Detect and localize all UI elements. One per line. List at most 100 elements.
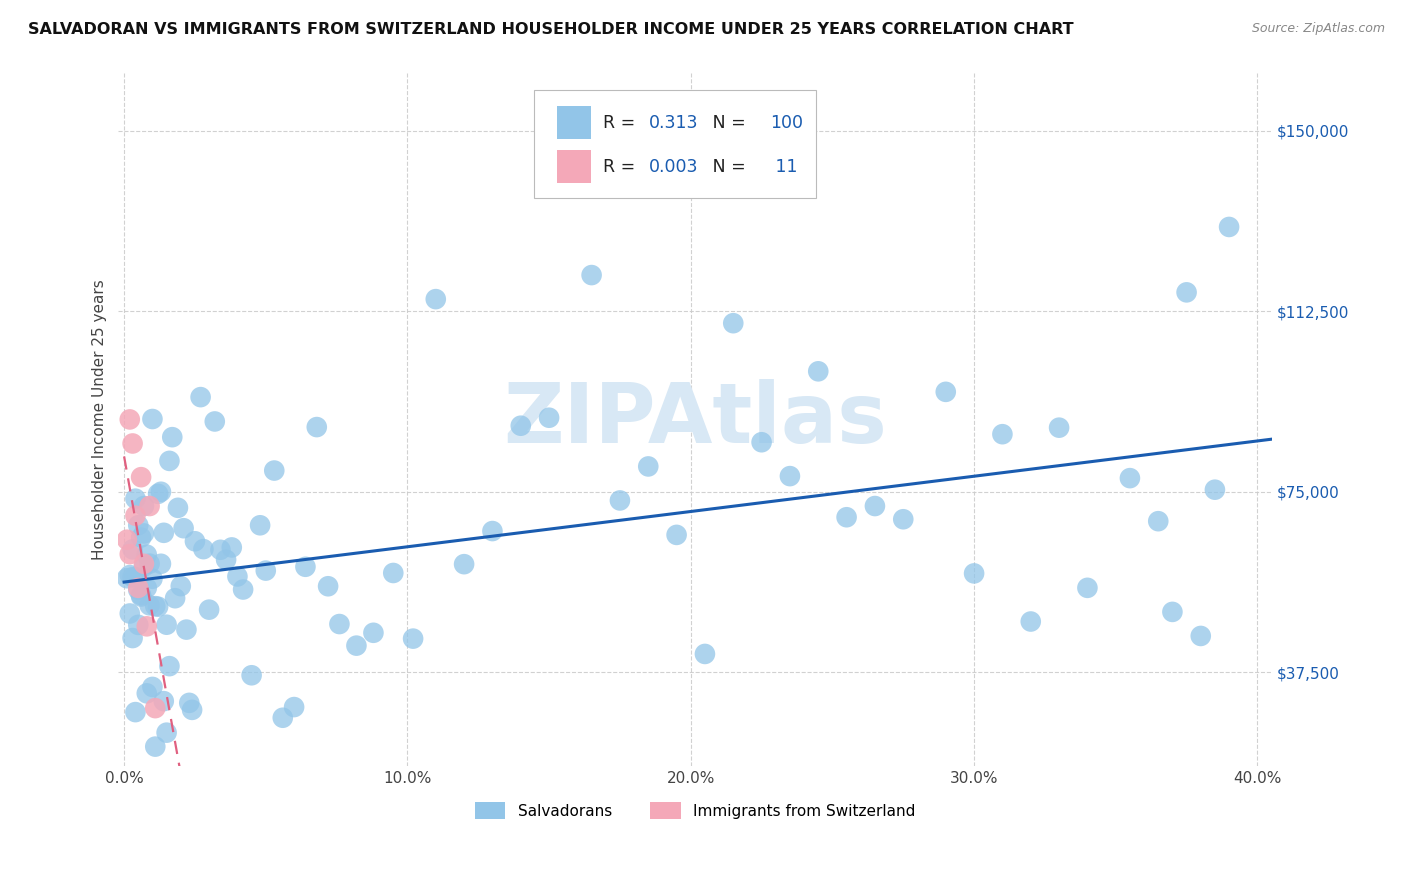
Text: ZIPAtlas: ZIPAtlas [503,379,887,460]
Point [425,292,447,306]
Point [129,531,152,545]
Point [118,607,141,621]
Point [143,701,166,715]
Point [723,316,745,330]
Text: N =: N = [707,114,751,132]
Point [121,436,143,450]
Point [1161,605,1184,619]
Point [751,435,773,450]
Point [129,588,152,602]
Point [363,625,385,640]
Text: SALVADORAN VS IMMIGRANTS FROM SWITZERLAND HOUSEHOLDER INCOME UNDER 25 YEARS CORR: SALVADORAN VS IMMIGRANTS FROM SWITZERLAN… [28,22,1074,37]
Point [294,559,316,574]
Point [271,711,294,725]
Bar [557,150,592,183]
Point [162,430,184,444]
Point [221,541,243,555]
Point [173,521,195,535]
Point [141,412,163,426]
Point [693,647,716,661]
Point [328,617,350,632]
Point [509,418,531,433]
Point [481,524,503,538]
Point [935,384,957,399]
Point [149,484,172,499]
Point [138,499,160,513]
Point [159,659,181,673]
Point [263,464,285,478]
Point [609,493,631,508]
Point [991,427,1014,442]
Point [637,459,659,474]
Point [167,500,190,515]
Point [1189,629,1212,643]
Point [141,680,163,694]
Point [226,569,249,583]
Point [143,739,166,754]
Point [779,469,801,483]
Point [184,534,207,549]
Point [159,454,181,468]
Point [121,631,143,645]
Point [1204,483,1226,497]
Point [152,694,174,708]
Point [132,499,155,513]
Legend: Salvadorans, Immigrants from Switzerland: Salvadorans, Immigrants from Switzerland [470,797,920,824]
Point [170,579,193,593]
Bar [557,106,592,139]
Point [132,559,155,574]
Point [1218,219,1240,234]
Point [121,570,143,584]
Point [240,668,263,682]
Text: 100: 100 [770,114,803,132]
Point [204,414,226,428]
Text: R =: R = [603,114,641,132]
Point [124,705,146,719]
Point [346,639,368,653]
Point [1076,581,1098,595]
Point [118,547,141,561]
Point [124,491,146,506]
Point [863,499,886,513]
Point [316,579,339,593]
Point [127,518,149,533]
Text: 0.313: 0.313 [650,114,699,132]
Text: 11: 11 [770,158,797,176]
Point [232,582,254,597]
Point [127,582,149,597]
Point [179,696,201,710]
Point [1175,285,1198,300]
Point [891,512,914,526]
Point [176,623,198,637]
Y-axis label: Householder Income Under 25 years: Householder Income Under 25 years [93,279,107,560]
Point [165,591,187,606]
Point [538,410,561,425]
Point [453,557,475,571]
Point [1019,615,1042,629]
Point [1119,471,1142,485]
Point [129,590,152,604]
Point [963,566,986,581]
Point [254,564,277,578]
Point [115,571,138,585]
Point [382,566,405,580]
Point [305,420,328,434]
Point [127,581,149,595]
Point [665,528,688,542]
Point [181,703,204,717]
Point [807,364,830,378]
Point [138,599,160,613]
Point [118,412,141,426]
Point [215,552,238,566]
Text: 0.003: 0.003 [650,158,699,176]
Point [132,557,155,571]
Point [835,510,858,524]
Point [1047,420,1070,434]
Point [141,572,163,586]
Point [146,599,169,614]
Point [129,470,152,484]
Point [118,568,141,582]
Point [1147,514,1170,528]
Point [135,581,157,595]
Point [135,686,157,700]
